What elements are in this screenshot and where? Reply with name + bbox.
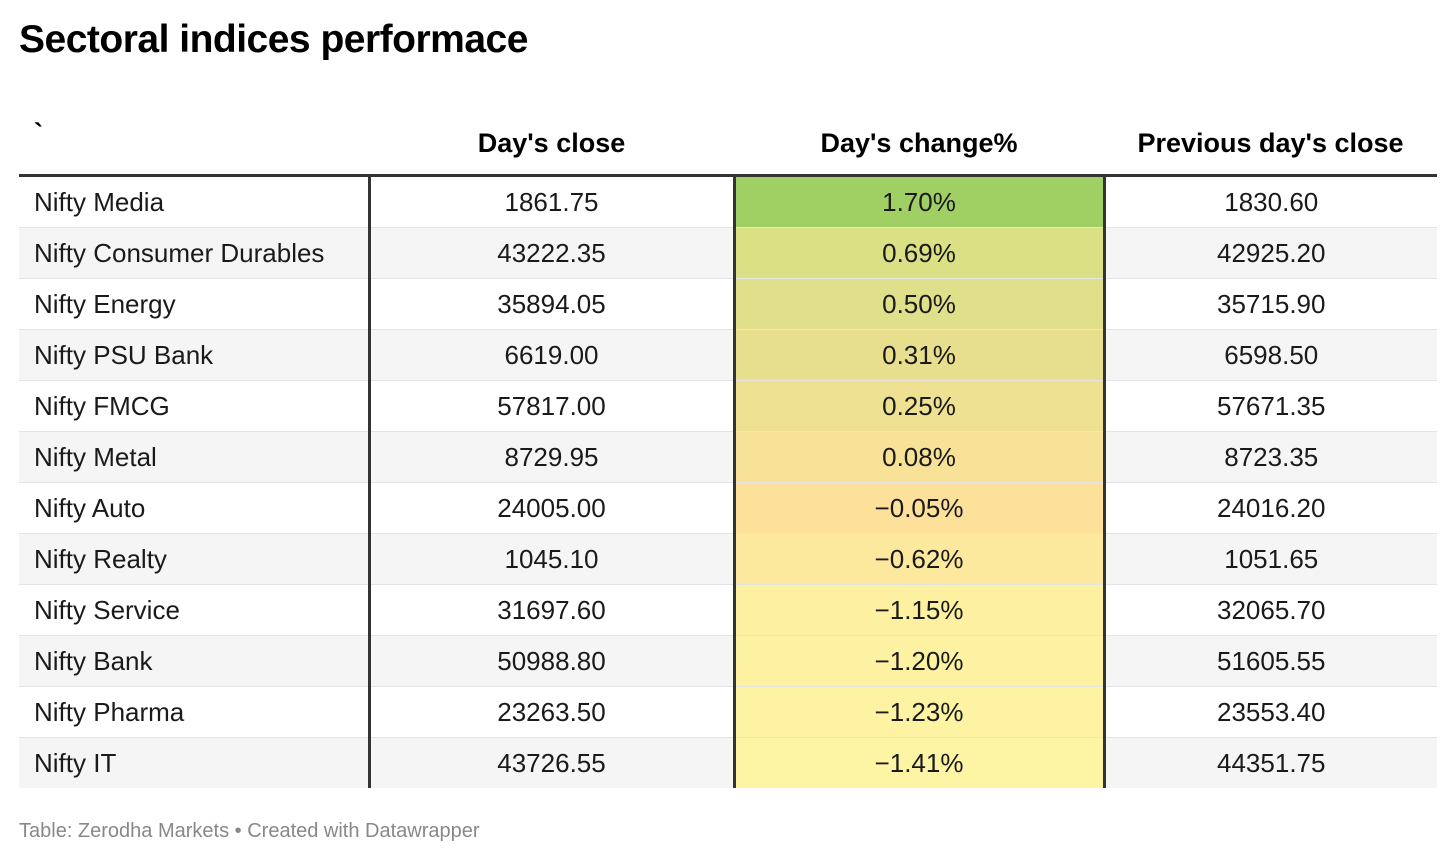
row-days-close: 8729.95 [367,431,734,483]
row-days-close: 1861.75 [367,175,734,228]
row-days-close: 31697.60 [367,584,734,636]
row-days-close: 43726.55 [367,737,734,788]
row-days-close: 6619.00 [367,329,734,381]
row-name: Nifty Auto [19,482,369,534]
row-prev-close: 1830.60 [1104,175,1437,228]
table-row: Nifty FMCG 57817.00 0.25% 57671.35 [19,380,1437,432]
row-prev-close: 44351.75 [1104,737,1437,788]
row-name: Nifty Consumer Durables [19,227,369,279]
table-row: Nifty Pharma 23263.50 −1.23% 23553.40 [19,686,1437,738]
sector-table: ` Day's close Day's change% Previous day… [19,112,1437,788]
row-days-close: 35894.05 [367,278,734,330]
page-title: Sectoral indices performace [19,18,528,61]
row-name: Nifty Bank [19,635,369,687]
row-days-change: 0.69% [732,227,1106,279]
row-days-close: 1045.10 [367,533,734,585]
table-row: Nifty IT 43726.55 −1.41% 44351.75 [19,737,1437,788]
column-header-name: ` [19,112,369,177]
row-days-change: −1.41% [732,737,1106,788]
table-row: Nifty Media 1861.75 1.70% 1830.60 [19,175,1437,228]
row-days-change: 0.08% [732,431,1106,483]
row-days-close: 43222.35 [367,227,734,279]
row-days-change: −1.20% [732,635,1106,687]
column-header-change: Day's change% [734,112,1104,177]
row-days-change: 1.70% [732,175,1106,228]
row-days-change: 0.25% [732,380,1106,432]
row-days-close: 24005.00 [367,482,734,534]
row-name: Nifty Pharma [19,686,369,738]
row-days-change: 0.31% [732,329,1106,381]
column-header-close: Day's close [369,112,734,177]
row-name: Nifty Metal [19,431,369,483]
row-name: Nifty FMCG [19,380,369,432]
row-days-change: −0.62% [732,533,1106,585]
row-name: Nifty Energy [19,278,369,330]
row-days-close: 50988.80 [367,635,734,687]
row-name: Nifty IT [19,737,369,788]
row-prev-close: 32065.70 [1104,584,1437,636]
row-days-change: −0.05% [732,482,1106,534]
row-prev-close: 6598.50 [1104,329,1437,381]
row-name: Nifty Service [19,584,369,636]
row-days-change: 0.50% [732,278,1106,330]
table-row: Nifty Service 31697.60 −1.15% 32065.70 [19,584,1437,636]
table-row: Nifty Energy 35894.05 0.50% 35715.90 [19,278,1437,330]
row-prev-close: 42925.20 [1104,227,1437,279]
row-prev-close: 1051.65 [1104,533,1437,585]
table-row: Nifty Consumer Durables 43222.35 0.69% 4292… [19,227,1437,279]
row-prev-close: 24016.20 [1104,482,1437,534]
row-days-change: −1.23% [732,686,1106,738]
row-prev-close: 51605.55 [1104,635,1437,687]
column-header-prev-close: Previous day's close [1104,112,1437,177]
table-row: Nifty Auto 24005.00 −0.05% 24016.20 [19,482,1437,534]
row-name: Nifty Realty [19,533,369,585]
table-header-row: ` Day's close Day's change% Previous day… [19,112,1437,177]
row-name: Nifty Media [19,175,369,228]
table-body: Nifty Media 1861.75 1.70% 1830.60 Nifty Cons… [19,175,1437,788]
table-row: Nifty Metal 8729.95 0.08% 8723.35 [19,431,1437,483]
row-name: Nifty PSU Bank [19,329,369,381]
row-prev-close: 23553.40 [1104,686,1437,738]
row-days-change: −1.15% [732,584,1106,636]
row-days-close: 23263.50 [367,686,734,738]
row-days-close: 57817.00 [367,380,734,432]
table-row: Nifty Realty 1045.10 −0.62% 1051.65 [19,533,1437,585]
row-prev-close: 8723.35 [1104,431,1437,483]
table-row: Nifty Bank 50988.80 −1.20% 51605.55 [19,635,1437,687]
source-note: Table: Zerodha Markets • Created with Da… [19,820,480,842]
table-row: Nifty PSU Bank 6619.00 0.31% 6598.50 [19,329,1437,381]
row-prev-close: 57671.35 [1104,380,1437,432]
row-prev-close: 35715.90 [1104,278,1437,330]
